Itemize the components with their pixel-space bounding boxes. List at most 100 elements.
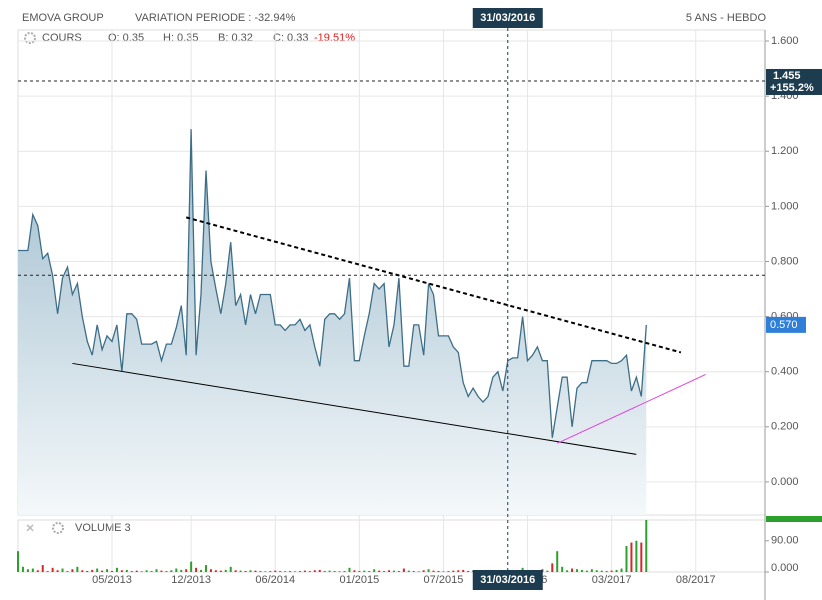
volume-tag (766, 516, 822, 522)
volume-bar (620, 568, 623, 572)
volume-bar (605, 570, 608, 572)
volume-bar (135, 570, 138, 572)
volume-bar (31, 568, 34, 572)
volume-bar (595, 570, 598, 572)
volume-bar (71, 569, 74, 572)
volume-bar (343, 570, 346, 572)
volume-bar (392, 570, 395, 572)
trend-line (557, 374, 706, 444)
volume-bar (56, 570, 59, 572)
volume-bar (81, 570, 84, 572)
volume-bar (289, 570, 292, 572)
variation: VARIATION PERIODE : -32.94% (135, 12, 296, 24)
volume-bar (125, 569, 128, 572)
volume-bar (630, 542, 633, 572)
trend-line (185, 216, 682, 354)
volume-bar (294, 571, 297, 572)
volume-bar (204, 565, 207, 572)
volume-bar (328, 570, 331, 572)
volume-bar (66, 570, 69, 572)
volume-bar (91, 569, 94, 572)
volume-bar (160, 570, 163, 572)
volume-bar (338, 571, 341, 572)
period: 5 ANS - HEBDO (686, 12, 767, 24)
legend-change: -19.51% (314, 32, 355, 44)
volume-bar (353, 570, 356, 572)
volume-bar (427, 569, 430, 572)
price-line (18, 129, 647, 438)
volume-bar (298, 570, 301, 572)
volume-bar (348, 567, 351, 572)
volume-bar (576, 569, 579, 572)
volume-bar (313, 570, 316, 572)
reference-tag (766, 68, 822, 95)
crosshair-tag (472, 570, 543, 590)
volume-bar (155, 569, 158, 572)
volume-bar (318, 569, 321, 572)
volume-bar (462, 569, 465, 572)
volume-bar (21, 566, 24, 572)
volume-bar (284, 571, 287, 572)
volume-tick-label: 0.000 (771, 562, 799, 574)
close-icon[interactable]: × (26, 520, 34, 536)
y-tick-label: 1.200 (771, 145, 799, 157)
volume-bar (219, 570, 222, 572)
volume-bar (397, 570, 400, 572)
volume-bar (17, 551, 19, 572)
area-fill (18, 129, 647, 515)
volume-bar (239, 570, 242, 572)
volume-bar (150, 570, 153, 572)
volume-bar (566, 570, 569, 572)
volume-bar (51, 567, 54, 572)
x-tick-label: 12/2013 (171, 574, 211, 586)
volume-bar (437, 570, 440, 572)
volume-bar (610, 570, 613, 572)
volume-bar (264, 571, 267, 572)
volume-bar (96, 568, 99, 572)
volume-bar (412, 570, 415, 572)
crosshair-label: 31/03/2016 (480, 574, 535, 586)
volume-bar (407, 570, 410, 572)
volume-bar (452, 570, 455, 572)
volume-bar (110, 570, 113, 572)
volume-bar (363, 570, 366, 572)
reference-label: 1.455 (773, 70, 801, 82)
volume-bar (600, 570, 603, 572)
volume-bar (130, 570, 133, 572)
volume-bar (41, 565, 44, 572)
volume-bar (279, 570, 282, 572)
volume-bar (640, 542, 643, 572)
volume-bar (120, 570, 123, 572)
legend-close: C: 0.33 (273, 32, 308, 44)
volume-bar (224, 569, 227, 572)
volume-bar (46, 570, 49, 572)
volume-bar (175, 568, 178, 572)
volume-bar (447, 570, 450, 572)
volume-bar (308, 570, 311, 572)
volume-bar (36, 570, 39, 572)
gear-icon[interactable] (52, 522, 64, 534)
volume-bar (383, 570, 386, 572)
volume-title: VOLUME 3 (75, 522, 131, 534)
y-tick-label: 0.400 (771, 366, 799, 378)
last-tag (766, 316, 806, 333)
volume-bar (422, 570, 425, 572)
volume-bar (170, 570, 173, 572)
volume-bar (645, 520, 648, 572)
volume-bar (234, 570, 237, 572)
volume-bar (561, 566, 564, 572)
volume-bar (254, 570, 257, 572)
volume-bar (269, 570, 272, 572)
y-tick-label: 0.200 (771, 421, 799, 433)
gear-icon[interactable] (24, 32, 36, 44)
volume-bar (140, 571, 143, 572)
volume-bar (378, 570, 381, 572)
last-label: 0.570 (770, 319, 798, 331)
reference-change: +155.2% (770, 82, 814, 94)
volume-bar (333, 570, 336, 572)
volume-bar (442, 571, 445, 572)
volume-bar (200, 569, 203, 572)
volume-bar (402, 568, 405, 572)
volume-bar (214, 570, 217, 572)
volume-bar (457, 570, 460, 572)
